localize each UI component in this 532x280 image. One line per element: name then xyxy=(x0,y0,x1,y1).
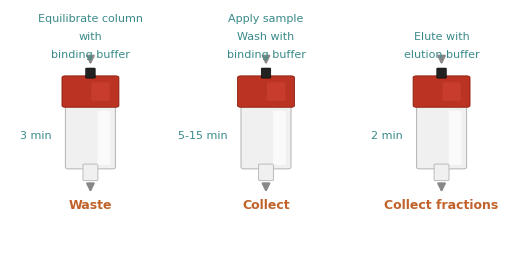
Text: Elute with: Elute with xyxy=(414,32,469,42)
Text: Apply sample: Apply sample xyxy=(228,14,304,24)
Text: Collect: Collect xyxy=(242,199,290,212)
FancyBboxPatch shape xyxy=(273,111,286,165)
Text: 2 min: 2 min xyxy=(371,131,403,141)
Text: Collect fractions: Collect fractions xyxy=(385,199,498,212)
FancyBboxPatch shape xyxy=(92,82,110,101)
Text: Wash with: Wash with xyxy=(237,32,295,42)
FancyBboxPatch shape xyxy=(443,82,461,101)
Text: 3 min: 3 min xyxy=(20,131,52,141)
FancyBboxPatch shape xyxy=(97,111,110,165)
FancyBboxPatch shape xyxy=(261,68,271,78)
Text: binding buffer: binding buffer xyxy=(51,50,130,60)
FancyBboxPatch shape xyxy=(259,164,273,181)
Text: elution buffer: elution buffer xyxy=(404,50,479,60)
Text: 5-15 min: 5-15 min xyxy=(178,131,228,141)
Text: Equilibrate column: Equilibrate column xyxy=(38,14,143,24)
Text: Waste: Waste xyxy=(69,199,112,212)
FancyBboxPatch shape xyxy=(237,76,295,107)
FancyBboxPatch shape xyxy=(62,76,119,107)
FancyBboxPatch shape xyxy=(86,68,95,78)
FancyBboxPatch shape xyxy=(267,82,285,101)
FancyBboxPatch shape xyxy=(413,76,470,107)
FancyBboxPatch shape xyxy=(241,104,291,169)
Text: binding buffer: binding buffer xyxy=(227,50,305,60)
FancyBboxPatch shape xyxy=(83,164,98,181)
FancyBboxPatch shape xyxy=(417,104,467,169)
Text: with: with xyxy=(79,32,102,42)
FancyBboxPatch shape xyxy=(437,68,446,78)
FancyBboxPatch shape xyxy=(65,104,115,169)
FancyBboxPatch shape xyxy=(434,164,449,181)
FancyBboxPatch shape xyxy=(448,111,461,165)
